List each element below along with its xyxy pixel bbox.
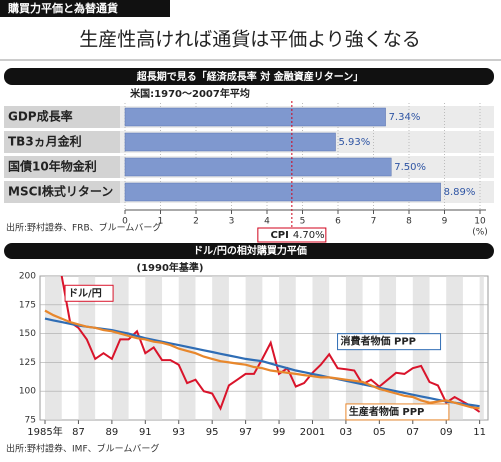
x-tick-label: 5 xyxy=(300,217,306,227)
legend-label: 生産者物価 PPP xyxy=(349,405,424,418)
x-unit: (%) xyxy=(472,228,488,238)
legend-box xyxy=(64,284,114,302)
x-tick-label: 87 xyxy=(72,427,85,438)
x-tick-label: 4 xyxy=(264,217,270,227)
chart2-header xyxy=(4,243,494,259)
x-tick-label: 9 xyxy=(442,217,448,227)
x-tick-label: 99 xyxy=(273,427,286,438)
headline: 生産性高ければ通貨は平価より強くなる xyxy=(79,29,421,51)
y-tick-label: 175 xyxy=(19,300,36,310)
plot-lines xyxy=(44,276,481,413)
category-label: 国債10年物金利 xyxy=(8,159,97,174)
tag: 購買力平価と為替通貨 xyxy=(7,1,118,15)
year-band xyxy=(111,276,129,420)
bar xyxy=(124,107,386,127)
series-line xyxy=(60,276,481,413)
x-tick-label: 1985年 xyxy=(27,425,62,438)
x-tick-label: 07 xyxy=(406,427,419,438)
x-tick-label: 0 xyxy=(122,217,128,227)
category-box xyxy=(4,181,120,203)
category-label: TB3ヵ月金利 xyxy=(8,134,82,149)
chart1-title: 超長期で見る「経済成長率 対 金融資産リターン」 xyxy=(136,70,363,83)
reference-value: 4.70% xyxy=(293,230,325,241)
category-label: MSCI株式リターン xyxy=(8,184,113,199)
x-tick-label: 95 xyxy=(206,427,219,438)
legend-label: ドル/円 xyxy=(68,287,102,299)
value-label: 8.89% xyxy=(444,187,476,198)
chart1-header xyxy=(4,68,494,85)
category-box xyxy=(4,131,120,153)
x-tick-label: 6 xyxy=(335,217,341,227)
year-band xyxy=(279,276,296,420)
x-tick-label: 93 xyxy=(172,427,185,438)
category-box xyxy=(4,106,120,128)
y-tick-label: 200 xyxy=(19,272,36,282)
value-label: 5.93% xyxy=(339,137,371,148)
bar xyxy=(124,157,392,177)
y-tick-label: 150 xyxy=(19,329,36,339)
y-tick-label: 125 xyxy=(19,358,36,368)
year-band xyxy=(479,276,484,420)
x-tick-label: 3 xyxy=(229,217,235,227)
x-tick-label: 97 xyxy=(239,427,252,438)
y-tick-label: 100 xyxy=(19,387,36,397)
chart1-source: 出所:野村證券、FRB、ブルームバーグ xyxy=(6,222,161,234)
category-box xyxy=(4,156,120,178)
value-label: 7.50% xyxy=(394,162,426,173)
chart2-subtitle: (1990年基準) xyxy=(137,261,204,274)
x-tick-label: 8 xyxy=(406,217,412,227)
y-tick-label: 75 xyxy=(25,416,36,426)
x-tick-label: 10 xyxy=(474,217,486,227)
x-tick-label: 09 xyxy=(440,427,453,438)
reference-label: CPI xyxy=(270,230,288,241)
x-tick-label: 11 xyxy=(473,427,486,438)
chart2-source: 出所:野村證券、IMF、ブルームバーグ xyxy=(6,443,159,455)
x-tick-label: 2001 xyxy=(300,427,325,438)
x-tick-label: 91 xyxy=(139,427,152,438)
x-tick-label: 2 xyxy=(193,217,199,227)
year-band xyxy=(312,276,330,420)
legend-box xyxy=(337,333,442,351)
value-label: 7.34% xyxy=(389,112,421,123)
year-band xyxy=(245,276,263,420)
x-tick-label: 03 xyxy=(340,427,353,438)
year-band xyxy=(78,276,96,420)
bar xyxy=(124,182,441,202)
x-tick-label: 7 xyxy=(371,217,377,227)
series-line xyxy=(44,317,480,408)
year-band xyxy=(178,276,196,420)
year-band xyxy=(45,276,62,420)
legend-box xyxy=(345,403,450,421)
series-line xyxy=(44,309,480,410)
category-label: GDP成長率 xyxy=(8,109,73,124)
year-band xyxy=(212,276,229,420)
legend-label: 消費者物価 PPP xyxy=(341,335,416,348)
chart2-title: ドル/円の相対購買力平価 xyxy=(193,244,307,257)
x-tick-label: 1 xyxy=(158,217,164,227)
x-tick-label: 89 xyxy=(106,427,119,438)
year-band xyxy=(446,276,463,420)
bar xyxy=(124,132,336,152)
chart1-subtitle: 米国:1970～2007年平均 xyxy=(130,87,250,100)
x-tick-label: 05 xyxy=(373,427,386,438)
reference-box xyxy=(257,227,327,243)
tag-box xyxy=(0,0,170,17)
